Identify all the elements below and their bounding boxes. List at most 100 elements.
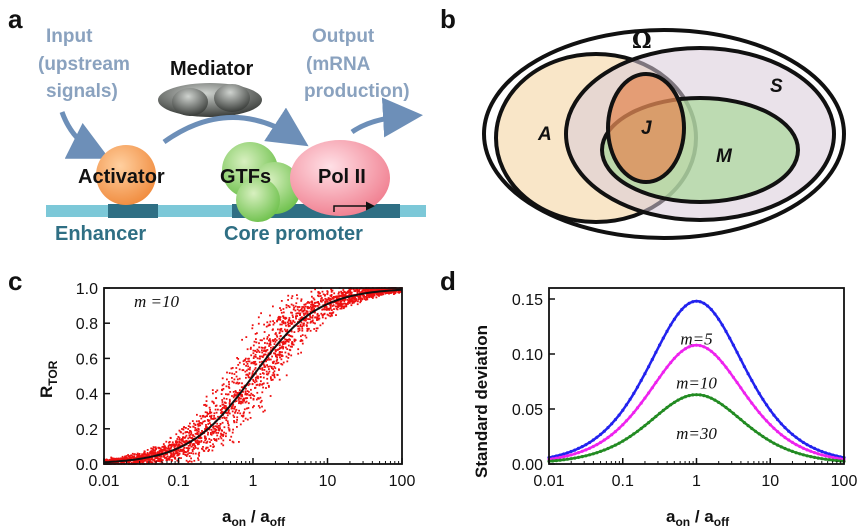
scatter-point (111, 457, 114, 460)
sd-marker (742, 391, 747, 395)
scatter-point (325, 309, 328, 311)
sd-marker (665, 329, 669, 333)
sd-marker (706, 304, 710, 308)
scatter-point (210, 414, 213, 417)
scatter-point (238, 377, 241, 380)
sd-marker (591, 452, 595, 456)
scatter-point (229, 391, 232, 393)
sd-marker (654, 414, 658, 419)
scatter-point (311, 320, 314, 323)
scatter-point (341, 299, 344, 301)
scatter-point (191, 443, 194, 446)
scatter-point (164, 446, 167, 448)
sd-marker (639, 401, 643, 405)
sd-marker (787, 438, 791, 442)
sd-marker (768, 408, 772, 412)
scatter-point (197, 459, 200, 461)
scatter-point (276, 353, 279, 356)
scatter-point (278, 344, 281, 347)
scatter-point (206, 413, 209, 415)
scatter-point (371, 288, 373, 291)
scatter-point (264, 353, 267, 356)
sd-marker (820, 457, 824, 461)
sd-marker (794, 451, 798, 455)
scatter-point (251, 374, 254, 376)
scatter-point (127, 461, 130, 464)
sd-marker (735, 380, 739, 385)
scatter-point (298, 309, 301, 312)
sd-marker (709, 396, 713, 400)
scatter-point (131, 455, 134, 457)
scatter-point (191, 420, 194, 422)
scatter-point (191, 444, 194, 447)
scatter-point (269, 340, 272, 342)
scatter-point (281, 351, 283, 354)
scatter-point (336, 297, 339, 300)
scatter-point (163, 448, 166, 451)
scatter-point (344, 298, 347, 301)
scatter-point (187, 428, 190, 430)
scatter-point (171, 441, 174, 444)
gtfs-blob (222, 142, 301, 222)
x-tick-label: 10 (319, 473, 337, 490)
scatter-point (299, 317, 302, 320)
scatter-point (286, 339, 289, 341)
scatter-point (196, 439, 199, 442)
sd-marker (569, 449, 573, 454)
pol2-blob (290, 140, 390, 216)
scatter-point (195, 428, 198, 431)
scatter-point (321, 322, 324, 325)
scatter-point (215, 438, 218, 441)
scatter-point (168, 458, 170, 460)
scatter-point (343, 291, 346, 293)
sd-marker (739, 386, 743, 390)
scatter-point (306, 321, 309, 324)
scatter-point (230, 367, 233, 370)
scatter-point (247, 391, 250, 393)
scatter-point (393, 293, 395, 295)
scatter-point (175, 441, 177, 444)
scatter-point (285, 346, 287, 349)
scatter-point (271, 329, 274, 331)
scatter-point (208, 419, 210, 422)
scatter-point (326, 291, 329, 293)
sd-marker (661, 370, 665, 374)
scatter-point (136, 452, 139, 455)
scatter-point (135, 453, 138, 456)
scatter-point (162, 443, 165, 445)
scatter-point (215, 391, 217, 393)
scatter-point (286, 328, 289, 331)
scatter-point (329, 305, 332, 308)
scatter-point (187, 425, 190, 427)
sd-marker (680, 307, 684, 312)
sd-marker (735, 414, 739, 419)
scatter-point (275, 332, 277, 334)
sd-marker (827, 458, 831, 462)
scatter-point (261, 383, 264, 385)
scatter-point (206, 411, 209, 414)
scatter-point (329, 297, 332, 300)
scatter-point (299, 340, 302, 342)
scatter-point (213, 427, 215, 430)
scatter-point (333, 296, 335, 298)
scatter-point (264, 350, 267, 353)
scatter-point (284, 342, 287, 345)
scatter-point (282, 317, 285, 319)
scatter-point (272, 372, 275, 374)
scatter-point (276, 374, 279, 376)
scatter-point (200, 440, 203, 443)
scatter-point (228, 428, 230, 431)
scatter-point (172, 454, 175, 456)
scatter-point (235, 400, 238, 402)
scatter-point (221, 377, 224, 380)
scatter-point (311, 302, 314, 304)
scatter-point (189, 436, 191, 439)
scatter-point (267, 352, 270, 355)
scatter-point (284, 321, 287, 324)
scatter-point (256, 383, 259, 386)
scatter-point (306, 330, 309, 332)
scatter-point (201, 448, 204, 451)
sd-marker (757, 410, 761, 415)
scatter-point (330, 288, 332, 291)
scatter-point (368, 294, 371, 297)
